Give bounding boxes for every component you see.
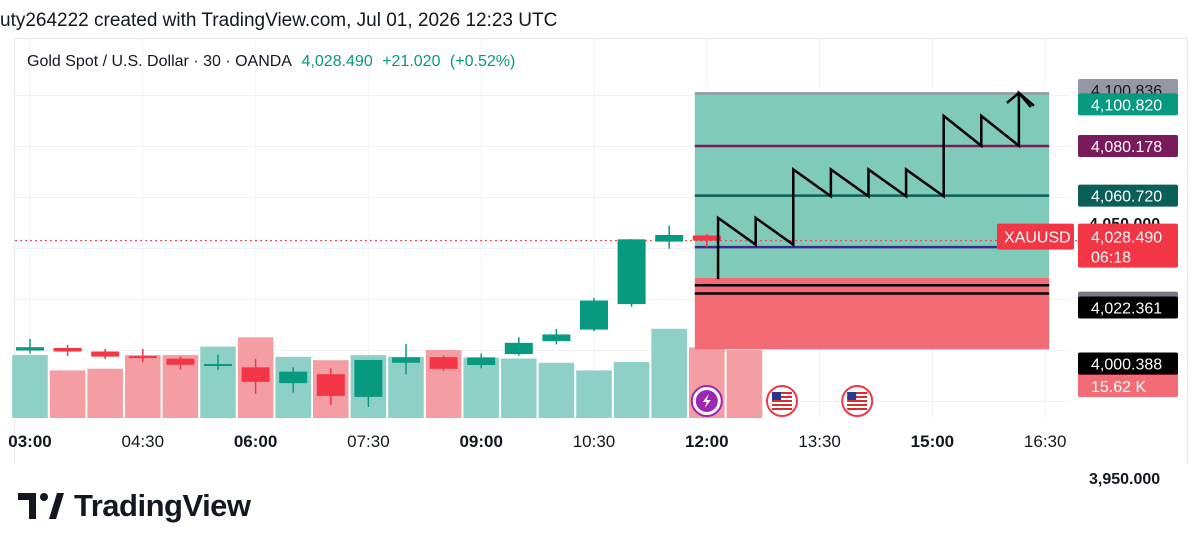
candle-body — [128, 356, 157, 359]
flag-stripe — [772, 392, 792, 394]
level-label-bg — [1078, 296, 1178, 319]
symbol-tag-bg — [997, 223, 1074, 250]
time-axis-tick: 15:00 — [911, 432, 954, 451]
symbol-tag: XAUUSD — [1004, 230, 1071, 247]
candle-body — [655, 234, 684, 242]
volume-bar — [12, 355, 48, 418]
volume-bar — [538, 362, 575, 418]
tradingview-logo[interactable]: TradingView — [18, 488, 251, 524]
current-price-bg — [1078, 223, 1178, 268]
target-label-bg — [1078, 93, 1178, 116]
volume-bar — [49, 370, 86, 418]
time-axis-tick: 09:00 — [459, 432, 502, 451]
level-label-bg — [1078, 184, 1178, 207]
flag-stripe — [847, 396, 868, 398]
projection-arrowhead — [1006, 91, 1032, 108]
candle-body — [354, 359, 383, 397]
volume-bar — [651, 328, 687, 418]
legend-values: 4,028.490 +21.020 (+0.52%) — [302, 53, 521, 70]
candle-body — [53, 347, 82, 352]
target-zone — [694, 93, 1050, 278]
level-label: 4,080.178 — [1091, 139, 1162, 156]
level-label: 4,060.720 — [1091, 189, 1162, 206]
stop-zone — [694, 277, 1050, 350]
candle-body — [241, 367, 270, 382]
volume-bar — [726, 350, 763, 418]
volume-bar — [576, 370, 612, 418]
lightning-bolt — [702, 394, 711, 408]
candle-body — [580, 300, 608, 330]
flag-stripe — [772, 396, 792, 398]
flag-stripe — [847, 400, 868, 402]
candle-body — [166, 358, 195, 365]
volume-bar — [501, 358, 537, 418]
candle-body — [91, 351, 120, 357]
candle-body — [542, 334, 571, 342]
time-axis-tick: 06:00 — [234, 432, 277, 451]
level-label-bg — [1078, 135, 1178, 158]
time-axis-tick: 04:30 — [122, 432, 165, 451]
chart-frame[interactable] — [14, 38, 1188, 464]
price-axis-tick: 3,950.000 — [1089, 471, 1160, 488]
candle-body — [692, 235, 721, 241]
candle-body — [392, 357, 420, 363]
flag-stripe — [847, 408, 868, 410]
candle-body — [316, 374, 345, 396]
price-change: +21.020 — [382, 53, 441, 70]
volume-bar — [87, 368, 123, 418]
time-axis-tick: 12:00 — [685, 432, 728, 451]
flag-stripe — [772, 404, 792, 406]
flag-canton — [847, 392, 857, 400]
time-axis-tick: 07:30 — [347, 432, 390, 451]
level-label: 4,022.361 — [1091, 300, 1162, 317]
flag-canton — [772, 392, 781, 400]
flag-stripe — [772, 408, 792, 410]
candle-body — [467, 357, 496, 366]
candle-body — [617, 239, 646, 305]
time-axis-tick: 10:30 — [573, 432, 616, 451]
symbol-legend[interactable]: Gold Spot / U.S. Dollar · 30 · OANDA 4,0… — [27, 53, 520, 71]
tradingview-mark-icon — [18, 493, 64, 519]
bar-countdown: 06:18 — [1091, 250, 1131, 267]
level-label: 4,000.388 — [1091, 357, 1162, 374]
volume-label-bg — [1078, 375, 1178, 397]
flag-stripe — [847, 392, 868, 394]
symbol-title: Gold Spot / U.S. Dollar · 30 · OANDA — [27, 53, 292, 70]
chart-caption: uty264222 created with TradingView.com, … — [0, 10, 558, 31]
price-change-percent: (+0.52%) — [449, 53, 516, 70]
candle-body — [204, 364, 232, 367]
candle-body — [429, 357, 458, 369]
time-axis-tick: 13:30 — [798, 432, 841, 451]
volume-bar — [125, 355, 161, 418]
time-axis-tick: 16:30 — [1024, 432, 1067, 451]
tradingview-wordmark: TradingView — [74, 488, 251, 523]
volume-label: 15.62 K — [1091, 379, 1146, 396]
candle-body — [16, 347, 44, 351]
current-price-label: 4,028.490 — [1091, 230, 1162, 247]
volume-bar — [613, 361, 650, 418]
flag-stripe — [772, 400, 792, 402]
candle-body — [504, 342, 533, 355]
flag-stripe — [847, 404, 868, 406]
projection-path — [716, 90, 1035, 280]
target-label: 4,100.820 — [1091, 97, 1162, 114]
time-axis-tick: 03:00 — [8, 432, 51, 451]
level-label-bg — [1078, 352, 1178, 375]
candle-body — [279, 371, 308, 384]
last-price: 4,028.490 — [301, 53, 373, 70]
